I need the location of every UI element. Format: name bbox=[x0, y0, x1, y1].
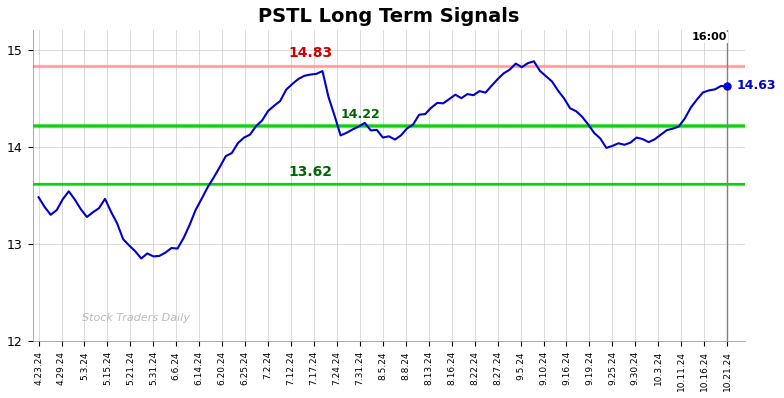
Text: Stock Traders Daily: Stock Traders Daily bbox=[82, 313, 191, 323]
Bar bbox=[33, 65, 746, 67]
Text: 16:00: 16:00 bbox=[691, 32, 727, 42]
Bar bbox=[33, 183, 746, 185]
Bar bbox=[33, 124, 746, 127]
Text: 14.83: 14.83 bbox=[289, 47, 332, 60]
Text: 13.62: 13.62 bbox=[289, 165, 332, 179]
Text: 14.22: 14.22 bbox=[340, 108, 380, 121]
Title: PSTL Long Term Signals: PSTL Long Term Signals bbox=[258, 7, 520, 26]
Text: 14.63: 14.63 bbox=[736, 79, 775, 92]
